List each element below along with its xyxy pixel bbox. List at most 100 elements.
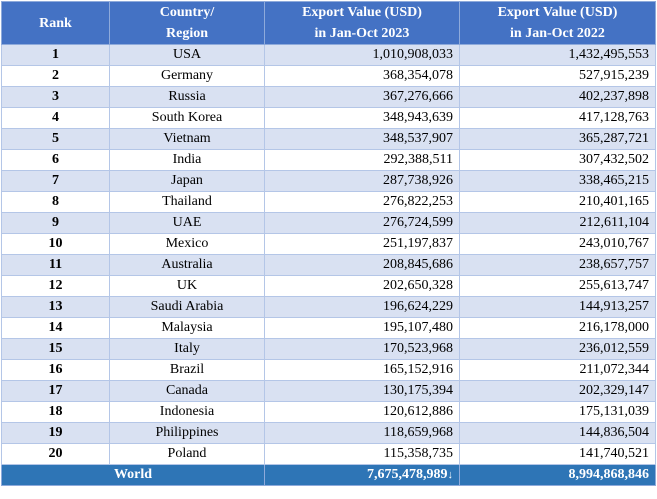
country-cell: USA	[109, 44, 265, 66]
export-2023-cell: 348,943,639	[264, 107, 460, 129]
country-cell: Germany	[109, 65, 265, 87]
country-cell: Indonesia	[109, 401, 265, 423]
rank-cell: 12	[1, 275, 110, 297]
export-2023-cell: 368,354,078	[264, 65, 460, 87]
table-row: 5 Vietnam 348,537,907 365,287,721	[1, 128, 656, 150]
table-row: 12 UK 202,650,328 255,613,747	[1, 275, 656, 297]
export-2023-cell: 348,537,907	[264, 128, 460, 150]
country-cell: Russia	[109, 86, 265, 108]
export-2023-cell: 196,624,229	[264, 296, 460, 318]
export-2023-cell: 202,650,328	[264, 275, 460, 297]
country-cell: Saudi Arabia	[109, 296, 265, 318]
country-cell: Mexico	[109, 233, 265, 255]
export-2022-cell: 210,401,165	[459, 191, 656, 213]
table-row: 19 Philippines 118,659,968 144,836,504	[1, 422, 656, 444]
table-row: 7 Japan 287,738,926 338,465,215	[1, 170, 656, 192]
country-cell: UAE	[109, 212, 265, 234]
export-2022-cell: 216,178,000	[459, 317, 656, 339]
table-row: 6 India 292,388,511 307,432,502	[1, 149, 656, 171]
table-row: 9 UAE 276,724,599 212,611,104	[1, 212, 656, 234]
export-2023-cell: 287,738,926	[264, 170, 460, 192]
country-cell: Poland	[109, 443, 265, 465]
export-2023-cell: 120,612,886	[264, 401, 460, 423]
rank-cell: 5	[1, 128, 110, 150]
header-2022-line2: in Jan-Oct 2022	[510, 26, 605, 41]
export-2023-cell: 292,388,511	[264, 149, 460, 171]
table-row: 8 Thailand 276,822,253 210,401,165	[1, 191, 656, 213]
export-2022-cell: 141,740,521	[459, 443, 656, 465]
table-row: 4 South Korea 348,943,639 417,128,763	[1, 107, 656, 129]
export-2022-cell: 212,611,104	[459, 212, 656, 234]
export-2023-cell: 130,175,394	[264, 380, 460, 402]
export-2022-cell: 1,432,495,553	[459, 44, 656, 66]
header-2023-line2: in Jan-Oct 2023	[314, 26, 410, 41]
rank-cell: 6	[1, 149, 110, 171]
rank-cell: 10	[1, 233, 110, 255]
export-2023-cell: 115,358,735	[264, 443, 460, 465]
export-table: Rank Country/Region Export Value (USD) in…	[1, 1, 656, 486]
export-2022-cell: 417,128,763	[459, 107, 656, 129]
rank-cell: 13	[1, 296, 110, 318]
table-row: 1 USA 1,010,908,033 1,432,495,553	[1, 44, 656, 66]
export-2022-cell: 255,613,747	[459, 275, 656, 297]
header-country: Country/Region	[109, 1, 265, 45]
country-cell: Brazil	[109, 359, 265, 381]
country-cell: South Korea	[109, 107, 265, 129]
export-2022-cell: 144,836,504	[459, 422, 656, 444]
table-row: 14 Malaysia 195,107,480 216,178,000	[1, 317, 656, 339]
country-cell: UK	[109, 275, 265, 297]
table-row: 3 Russia 367,276,666 402,237,898	[1, 86, 656, 108]
rank-cell: 17	[1, 380, 110, 402]
rank-cell: 4	[1, 107, 110, 129]
export-2023-cell: 367,276,666	[264, 86, 460, 108]
rank-cell: 11	[1, 254, 110, 276]
export-2023-cell: 251,197,837	[264, 233, 460, 255]
export-2023-cell: 208,845,686	[264, 254, 460, 276]
rank-cell: 9	[1, 212, 110, 234]
table-row: 16 Brazil 165,152,916 211,072,344	[1, 359, 656, 381]
rank-cell: 2	[1, 65, 110, 87]
country-cell: Thailand	[109, 191, 265, 213]
rank-cell: 16	[1, 359, 110, 381]
header-country-line1: Country/	[159, 5, 215, 20]
country-cell: Malaysia	[109, 317, 265, 339]
table-row: 10 Mexico 251,197,837 243,010,767	[1, 233, 656, 255]
table-body: 1 USA 1,010,908,033 1,432,495,553 2 Germany 36…	[1, 44, 656, 465]
export-2023-cell: 195,107,480	[264, 317, 460, 339]
export-2022-cell: 144,913,257	[459, 296, 656, 318]
export-2022-cell: 307,432,502	[459, 149, 656, 171]
export-2022-cell: 338,465,215	[459, 170, 656, 192]
total-value-2023: 7,675,478,989↓	[264, 464, 460, 486]
table-row: 2 Germany 368,354,078 527,915,239	[1, 65, 656, 87]
rank-cell: 7	[1, 170, 110, 192]
table-row: 15 Italy 170,523,968 236,012,559	[1, 338, 656, 360]
down-arrow-icon: ↓	[447, 469, 454, 481]
rank-cell: 14	[1, 317, 110, 339]
rank-cell: 15	[1, 338, 110, 360]
header-value-2022: Export Value (USD) in Jan-Oct 2022	[459, 1, 656, 45]
export-2023-cell: 165,152,916	[264, 359, 460, 381]
export-2022-cell: 527,915,239	[459, 65, 656, 87]
country-cell: India	[109, 149, 265, 171]
country-cell: Philippines	[109, 422, 265, 444]
export-2023-cell: 118,659,968	[264, 422, 460, 444]
header-rank-label: Rank	[39, 15, 72, 31]
rank-cell: 18	[1, 401, 110, 423]
export-2022-cell: 211,072,344	[459, 359, 656, 381]
export-2022-cell: 202,329,147	[459, 380, 656, 402]
total-label: World	[1, 464, 265, 486]
header-value-2023: Export Value (USD) in Jan-Oct 2023	[264, 1, 460, 45]
table-row: 17 Canada 130,175,394 202,329,147	[1, 380, 656, 402]
table-row: 13 Saudi Arabia 196,624,229 144,913,257	[1, 296, 656, 318]
table-header-row: Rank Country/Region Export Value (USD) in…	[1, 1, 656, 45]
table-row: 20 Poland 115,358,735 141,740,521	[1, 443, 656, 465]
header-2022-line1: Export Value (USD)	[497, 5, 618, 20]
country-cell: Japan	[109, 170, 265, 192]
total-row: World 7,675,478,989↓ 8,994,868,846	[1, 464, 656, 486]
rank-cell: 8	[1, 191, 110, 213]
country-cell: Australia	[109, 254, 265, 276]
rank-cell: 1	[1, 44, 110, 66]
export-2022-cell: 243,010,767	[459, 233, 656, 255]
export-2022-cell: 236,012,559	[459, 338, 656, 360]
